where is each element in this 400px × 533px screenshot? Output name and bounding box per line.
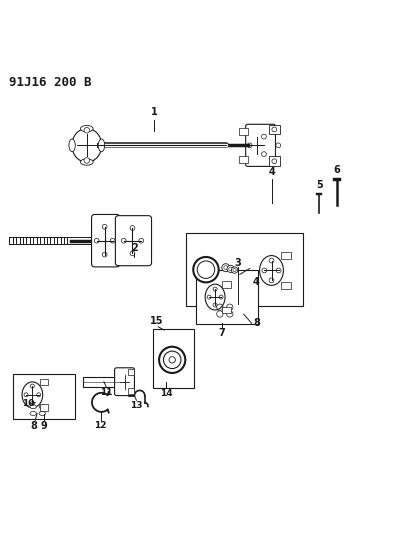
Text: 13: 13 [130, 401, 143, 410]
Bar [269, 157, 280, 166]
Bar [153, 329, 194, 387]
Bar [222, 281, 231, 287]
Text: 4: 4 [252, 277, 259, 287]
Circle shape [227, 265, 234, 272]
Bar [222, 306, 231, 313]
Bar [196, 270, 258, 324]
Circle shape [224, 266, 228, 270]
Bar [83, 376, 120, 387]
Ellipse shape [80, 159, 93, 165]
Ellipse shape [69, 139, 75, 152]
Bar [128, 389, 134, 394]
Ellipse shape [39, 405, 46, 409]
Text: 12: 12 [94, 421, 107, 430]
Text: 6: 6 [334, 165, 340, 175]
Ellipse shape [22, 382, 43, 408]
Circle shape [229, 267, 232, 271]
Ellipse shape [98, 139, 105, 152]
Text: 10: 10 [22, 399, 34, 408]
Circle shape [222, 264, 230, 272]
Bar [128, 369, 134, 375]
Text: 91J16 200 B: 91J16 200 B [9, 76, 92, 89]
Text: 11: 11 [100, 389, 113, 398]
Circle shape [233, 269, 236, 272]
Text: 7: 7 [218, 328, 225, 338]
Bar [13, 374, 75, 419]
Circle shape [84, 127, 90, 133]
Text: 5: 5 [316, 180, 322, 190]
Text: 8: 8 [30, 421, 37, 431]
FancyBboxPatch shape [114, 368, 134, 395]
Bar [316, 193, 322, 195]
Ellipse shape [30, 405, 36, 409]
Circle shape [164, 351, 181, 369]
Circle shape [159, 347, 185, 373]
Ellipse shape [30, 411, 36, 415]
Ellipse shape [72, 128, 102, 162]
Text: 8: 8 [254, 318, 260, 328]
Text: 1: 1 [151, 107, 158, 117]
Bar [238, 156, 248, 163]
Text: 2: 2 [131, 243, 138, 253]
Text: 15: 15 [150, 317, 163, 327]
Circle shape [197, 261, 215, 278]
Text: 4: 4 [268, 167, 275, 177]
Ellipse shape [260, 256, 284, 285]
Text: 9: 9 [41, 421, 48, 431]
Bar [269, 125, 280, 134]
Ellipse shape [39, 411, 46, 415]
Bar [282, 281, 291, 289]
Text: 3: 3 [234, 258, 241, 268]
FancyBboxPatch shape [246, 124, 276, 166]
FancyBboxPatch shape [92, 214, 120, 267]
Ellipse shape [205, 284, 225, 310]
Text: 14: 14 [160, 389, 172, 398]
Circle shape [84, 158, 90, 163]
Ellipse shape [80, 125, 93, 132]
Circle shape [169, 357, 175, 363]
Bar [40, 405, 48, 411]
Circle shape [193, 257, 219, 282]
Bar [186, 233, 303, 306]
Bar [40, 379, 48, 385]
Bar [334, 179, 341, 181]
Bar [238, 128, 248, 135]
Bar [282, 252, 291, 260]
Circle shape [231, 267, 238, 273]
FancyBboxPatch shape [115, 216, 152, 266]
